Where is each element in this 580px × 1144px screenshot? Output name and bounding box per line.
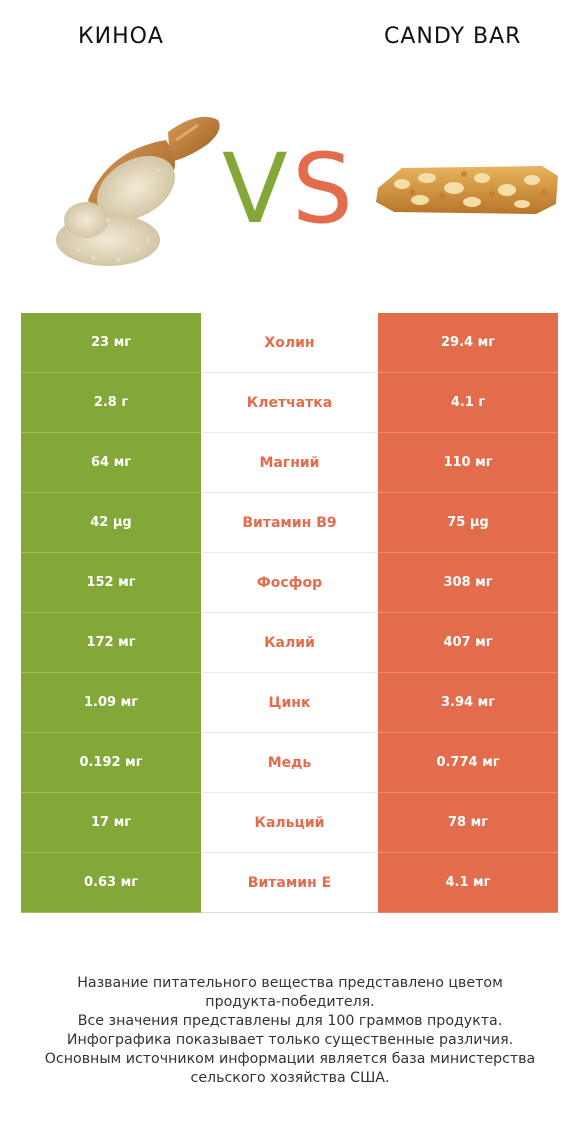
- footer-note: Название питательного вещества представл…: [20, 974, 560, 1088]
- footer-line: Основным источником информации является …: [44, 1051, 536, 1067]
- left-value: 42 µg: [21, 493, 201, 553]
- nutrient-name: Калий: [201, 613, 378, 673]
- right-value: 407 мг: [378, 613, 558, 673]
- right-value: 4.1 мг: [378, 853, 558, 913]
- comparison-table: 23 мг Холин 29.4 мг 2.8 г Клетчатка 4.1 г 64 м…: [21, 313, 558, 913]
- table-row: 64 мг Магний 110 мг: [21, 433, 558, 493]
- nutrient-name: Магний: [201, 433, 378, 493]
- candy-bar-image: [376, 166, 558, 214]
- footer-line: продукта-победителя.: [205, 994, 375, 1010]
- left-value: 0.192 мг: [21, 733, 201, 793]
- vs-label: V S: [222, 133, 353, 240]
- right-value: 110 мг: [378, 433, 558, 493]
- table-row: 0.63 мг Витамин E 4.1 мг: [21, 853, 558, 913]
- table-row: 152 мг Фосфор 308 мг: [21, 553, 558, 613]
- footer-line: Все значения представлены для 100 граммо…: [77, 1013, 503, 1029]
- nutrient-name: Клетчатка: [201, 373, 378, 433]
- right-value: 29.4 мг: [378, 313, 558, 373]
- left-value: 17 мг: [21, 793, 201, 853]
- nutrient-name: Холин: [201, 313, 378, 373]
- table-row: 2.8 г Клетчатка 4.1 г: [21, 373, 558, 433]
- nutrient-name: Витамин B9: [201, 493, 378, 553]
- footer-line: сельского хозяйства США.: [190, 1070, 390, 1086]
- right-value: 78 мг: [378, 793, 558, 853]
- left-value: 152 мг: [21, 553, 201, 613]
- table-row: 17 мг Кальций 78 мг: [21, 793, 558, 853]
- nutrient-name: Фосфор: [201, 553, 378, 613]
- right-value: 308 мг: [378, 553, 558, 613]
- svg-text:S: S: [292, 133, 353, 240]
- table-row: 0.192 мг Медь 0.774 мг: [21, 733, 558, 793]
- nutrient-name: Витамин E: [201, 853, 378, 913]
- nutrient-name: Кальций: [201, 793, 378, 853]
- left-value: 2.8 г: [21, 373, 201, 433]
- right-value: 4.1 г: [378, 373, 558, 433]
- left-value: 1.09 мг: [21, 673, 201, 733]
- left-value: 64 мг: [21, 433, 201, 493]
- footer-line: Название питательного вещества представл…: [77, 975, 503, 991]
- left-value: 23 мг: [21, 313, 201, 373]
- right-product-title: CANDY BAR: [384, 24, 522, 49]
- table-row: 42 µg Витамин B9 75 µg: [21, 493, 558, 553]
- left-value: 172 мг: [21, 613, 201, 673]
- right-value: 3.94 мг: [378, 673, 558, 733]
- right-value: 0.774 мг: [378, 733, 558, 793]
- nutrient-name: Медь: [201, 733, 378, 793]
- quinoa-scoop-image: [56, 116, 220, 266]
- nutrient-name: Цинк: [201, 673, 378, 733]
- table-row: 1.09 мг Цинк 3.94 мг: [21, 673, 558, 733]
- svg-text:V: V: [222, 133, 288, 240]
- left-product-title: КИНОА: [78, 24, 164, 49]
- right-value: 75 µg: [378, 493, 558, 553]
- table-row: 23 мг Холин 29.4 мг: [21, 313, 558, 373]
- left-value: 0.63 мг: [21, 853, 201, 913]
- table-row: 172 мг Калий 407 мг: [21, 613, 558, 673]
- footer-line: Инфографика показывает только существенн…: [66, 1032, 514, 1048]
